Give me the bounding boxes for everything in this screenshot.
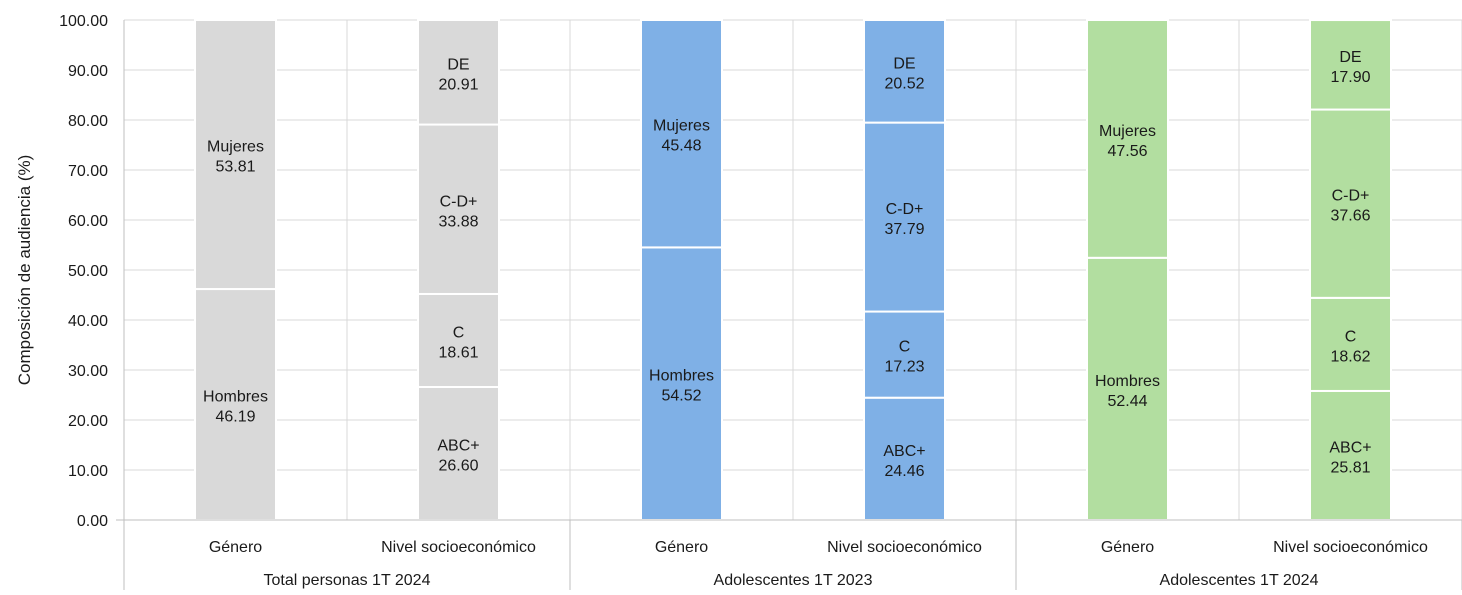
y-axis-title: Composición de audiencia (%): [15, 155, 34, 386]
x-tick-label: Género: [209, 539, 262, 556]
y-tick-label: 60.00: [68, 213, 108, 230]
data-label: 20.52: [884, 75, 924, 92]
bar-segment: [1309, 389, 1392, 522]
x-tick-label: Nivel socioeconómico: [381, 539, 536, 556]
gridlines: [123, 19, 1462, 521]
data-label: 46.19: [215, 409, 255, 426]
segment-category-label: ABC+: [1329, 439, 1371, 456]
x-group-label: Adolescentes 1T 2023: [714, 572, 873, 589]
x-tick-label: Nivel socioeconómico: [1273, 539, 1428, 556]
bar-segment: [417, 123, 500, 295]
data-label: 52.44: [1107, 393, 1147, 410]
bar-segment: [640, 246, 723, 521]
bar-segment: [863, 19, 946, 124]
bar-segment: [417, 19, 500, 126]
data-label: 25.81: [1330, 459, 1370, 476]
x-axis: Género Nivel socioeconómico Total personas…: [116, 20, 1462, 590]
bar-segment: [417, 292, 500, 389]
data-label: 17.90: [1330, 69, 1370, 86]
segment-category-label: Mujeres: [1099, 123, 1156, 140]
data-label: 18.61: [438, 344, 478, 361]
y-tick-label: 70.00: [68, 163, 108, 180]
y-tick-label: 40.00: [68, 313, 108, 330]
data-label: 24.46: [884, 463, 924, 480]
data-label: 17.23: [884, 359, 924, 376]
segment-category-label: DE: [1339, 49, 1361, 66]
y-tick-label: 10.00: [68, 463, 108, 480]
segment-category-label: ABC+: [437, 438, 479, 455]
data-label: 18.62: [1330, 348, 1370, 365]
segment-category-label: C: [1345, 328, 1357, 345]
y-tick-label: 50.00: [68, 263, 108, 280]
bar-segment: [1309, 108, 1392, 299]
data-label: 26.60: [438, 458, 478, 475]
segment-category-label: C-D+: [886, 201, 924, 218]
x-tick-label: Género: [1101, 539, 1154, 556]
y-tick-label: 90.00: [68, 63, 108, 80]
segment-category-label: Mujeres: [653, 118, 710, 135]
segment-category-label: C-D+: [1332, 188, 1370, 205]
bar-segment: [863, 310, 946, 399]
bar-segment: [863, 396, 946, 522]
segment-category-label: Hombres: [203, 389, 268, 406]
bar-segment: [1086, 19, 1169, 259]
segment-category-label: Hombres: [649, 368, 714, 385]
bar-segment: [1309, 296, 1392, 392]
y-tick-label: 80.00: [68, 113, 108, 130]
x-group-label: Adolescentes 1T 2024: [1160, 572, 1319, 589]
data-label: 47.56: [1107, 143, 1147, 160]
segment-category-label: C: [899, 339, 911, 356]
segment-category-label: DE: [447, 56, 469, 73]
y-tick-label: 0.00: [77, 513, 108, 530]
data-label: 20.91: [438, 76, 478, 93]
data-label: 37.66: [1330, 208, 1370, 225]
x-group-label: Total personas 1T 2024: [264, 572, 431, 589]
segment-category-label: ABC+: [883, 443, 925, 460]
bar-segment: [1086, 256, 1169, 521]
segment-category-label: DE: [893, 55, 915, 72]
data-label: 37.79: [884, 221, 924, 238]
bar-segment: [194, 19, 277, 291]
bar-segment: [1309, 19, 1392, 111]
bars: Hombres 46.19 Mujeres 53.81 ABC+ 26.60 C 18.61 C…: [194, 19, 1392, 522]
x-tick-label: Género: [655, 539, 708, 556]
data-label: 53.81: [215, 159, 255, 176]
segment-category-label: Hombres: [1095, 373, 1160, 390]
y-axis-tick-labels: 0.00 10.00 20.00 30.00 40.00 50.00 60.00 70.00 8…: [59, 13, 108, 530]
data-label: 33.88: [438, 213, 478, 230]
y-tick-label: 30.00: [68, 363, 108, 380]
segment-category-label: C: [453, 324, 465, 341]
segment-category-label: C-D+: [440, 193, 478, 210]
segment-category-label: Mujeres: [207, 139, 264, 156]
bar-segment: [640, 19, 723, 249]
data-label: 45.48: [661, 138, 701, 155]
x-tick-label: Nivel socioeconómico: [827, 539, 982, 556]
y-tick-label: 100.00: [59, 13, 108, 30]
y-tick-label: 20.00: [68, 413, 108, 430]
data-label: 54.52: [661, 388, 701, 405]
bar-segment: [194, 288, 277, 521]
